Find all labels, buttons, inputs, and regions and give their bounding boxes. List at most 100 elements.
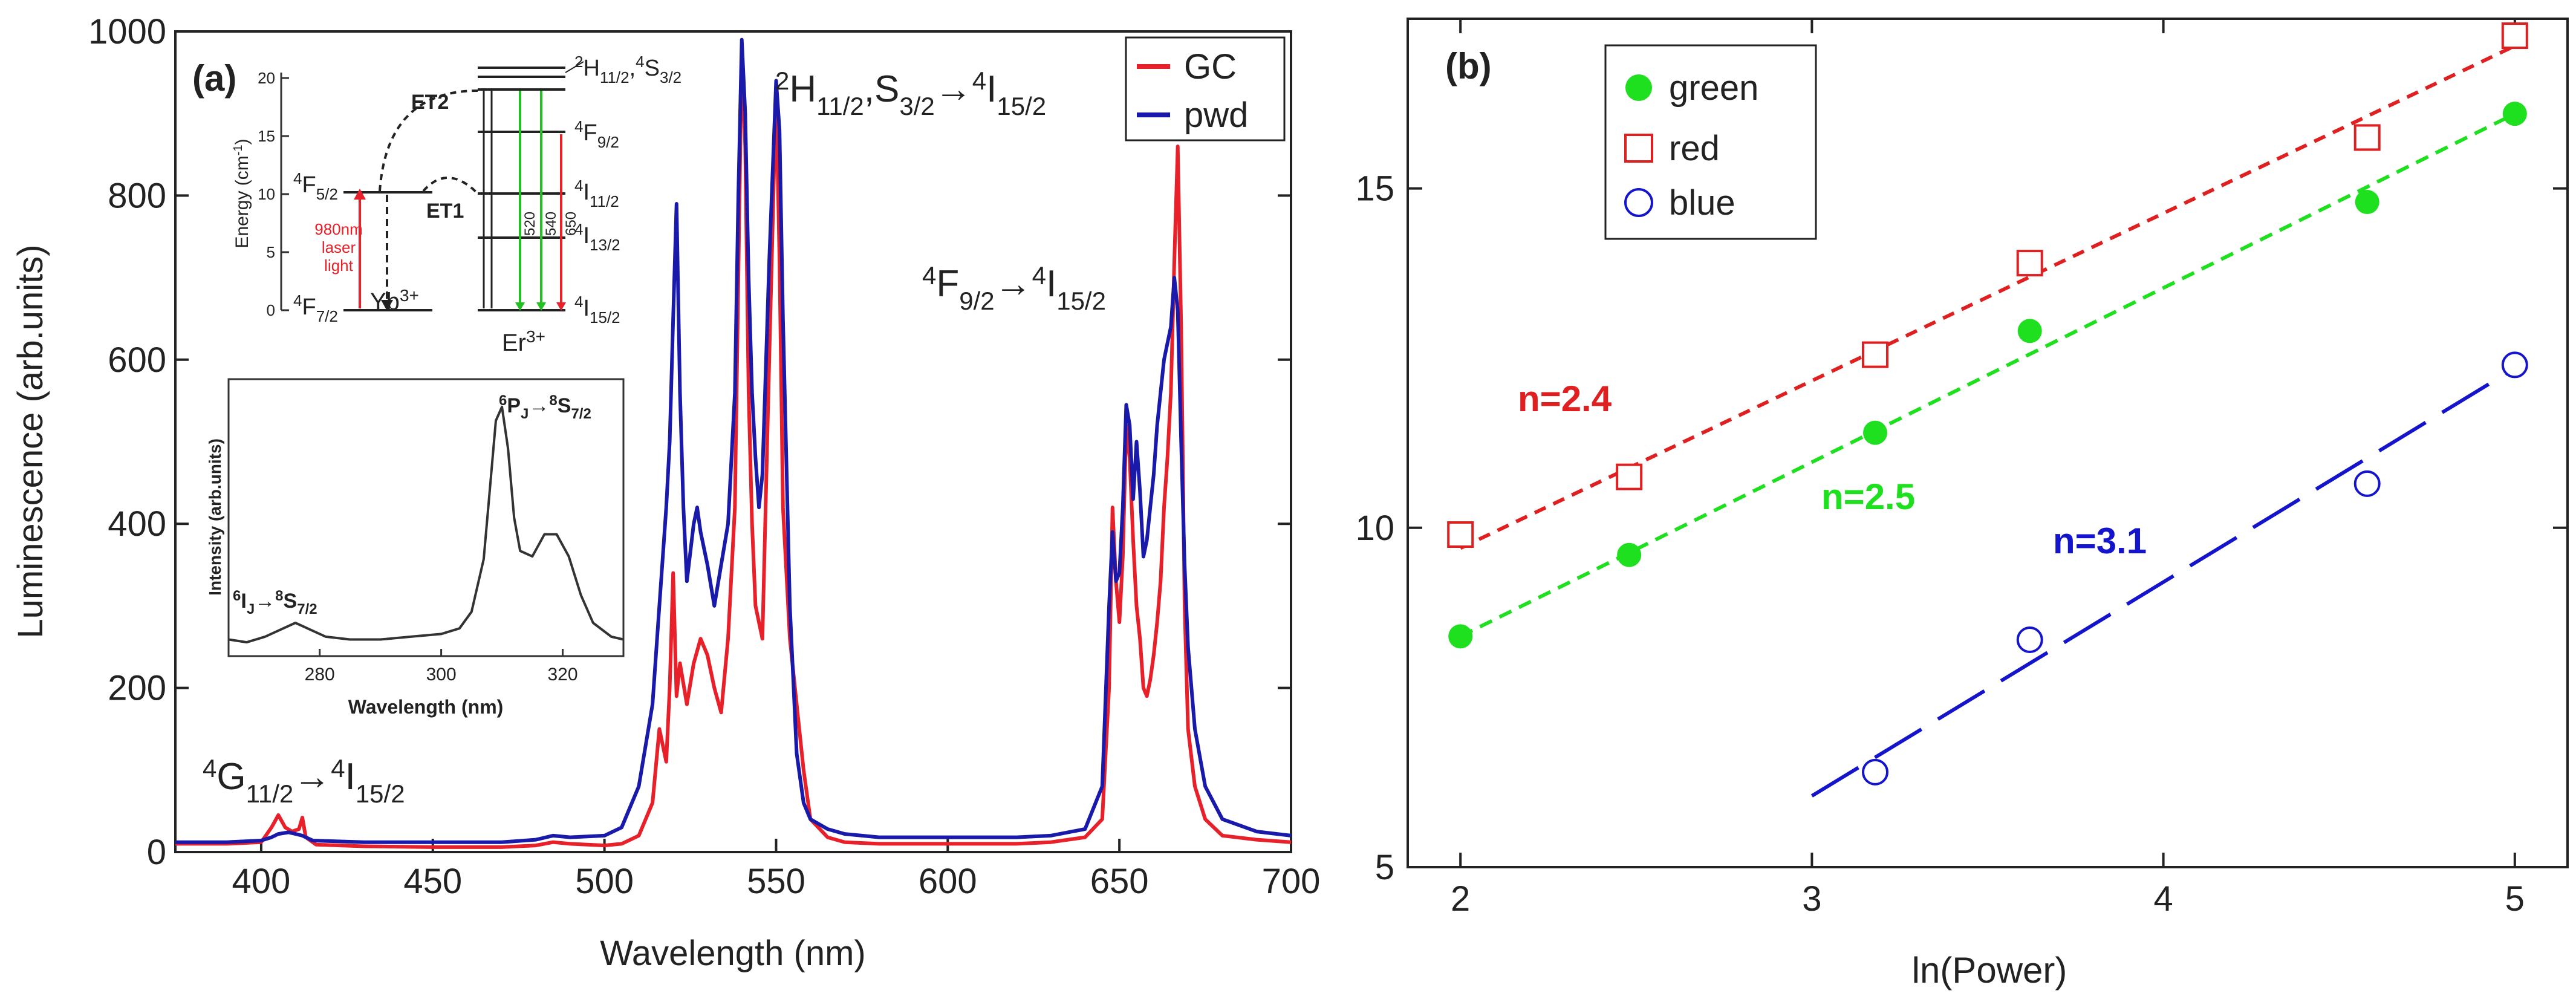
legend-blue-marker — [1624, 188, 1653, 217]
energy-level-inset: 0 5 10 15 20 Energy (cm-1) 4F5/2 4F7/2 Y… — [232, 53, 681, 356]
panel-b-x-tick-label: 3 — [1802, 879, 1821, 919]
panel-a-y-tick-label: 0 — [147, 833, 166, 872]
energy-tick-label-10: 10 — [258, 185, 275, 203]
et2-label: ET2 — [411, 91, 449, 114]
energy-axis-label: Energy (cm-1) — [232, 138, 252, 248]
gd-inset-frame — [227, 378, 625, 657]
slope-label-blue: n=3.1 — [2053, 521, 2147, 561]
annotation-4g-4i: 4G11/2→4I15/2 — [203, 754, 405, 808]
annotation-2h-4i: 2H11/2,S3/2→4I15/2 — [775, 67, 1046, 120]
er-emission-540-head — [536, 302, 546, 311]
panel-a-x-tick-label: 400 — [232, 862, 291, 901]
panel-b-x-tick-label: 2 — [1451, 879, 1470, 919]
panel-a-label: (a) — [192, 58, 236, 99]
gd-annotation-6i: 6IJ→8S7/2 — [233, 588, 317, 617]
er-wavelength-520: 520 — [522, 212, 538, 236]
annotation-4f-4i: 4F9/2→4I15/2 — [922, 261, 1106, 315]
panel-a-x-tick-label: 650 — [1090, 862, 1149, 901]
gd-inset-series — [228, 405, 624, 644]
panel-a-y-tick-label: 800 — [108, 176, 166, 215]
energy-tick-label-0: 0 — [267, 301, 275, 319]
gd-x-tick-label: 280 — [305, 665, 335, 685]
energy-tick-label-5: 5 — [267, 243, 275, 261]
panel-b-x-tick-label: 4 — [2153, 879, 2173, 919]
point-green — [1863, 420, 1888, 445]
gd-x-tick-label: 300 — [426, 665, 457, 685]
series-line-pwd — [175, 37, 1292, 844]
panel-b-series — [1447, 22, 2528, 798]
energy-tick-label-20: 20 — [258, 69, 275, 87]
point-red — [2501, 22, 2528, 50]
point-green — [2502, 102, 2527, 126]
yb-f72-label: 4F7/2 — [293, 291, 338, 325]
panel-a-x-label: Wavelength (nm) — [600, 934, 865, 973]
gd-inset-y-label: Intensity (arb.units) — [206, 438, 224, 596]
panel-a-x-tick-label: 700 — [1262, 862, 1321, 901]
et2-arrow — [379, 89, 478, 192]
energy-tick-labels: 0 5 10 15 20 — [258, 69, 275, 319]
legend-red-label: red — [1669, 129, 1720, 168]
slope-label-red: n=2.4 — [1518, 379, 1612, 419]
panel-b-x-label: ln(Power) — [1912, 950, 2067, 991]
legend-green-marker — [1625, 74, 1652, 101]
er-emission-650-head — [556, 302, 566, 311]
panel-b-y-tick-label: 10 — [1355, 509, 1394, 548]
point-blue — [2353, 470, 2381, 497]
point-red — [2353, 124, 2381, 151]
panel-a-y-tick-label: 1000 — [88, 12, 166, 51]
panel-a-x-tick-label: 550 — [747, 862, 805, 901]
panel-a-y-label: Luminescence (arb.units) — [11, 244, 50, 638]
er-emission-520-head — [515, 302, 525, 311]
point-blue — [2501, 351, 2528, 379]
point-green — [1448, 624, 1473, 649]
panel-a-y-tick-label: 200 — [108, 669, 166, 708]
er-wavelength-650: 650 — [563, 212, 579, 236]
gd-annotation-6p: 6PJ→8S7/2 — [499, 392, 591, 422]
er-h-label: 2H11/2,4S3/2 — [574, 53, 681, 86]
et1-arrow — [422, 177, 479, 195]
panel-a-legend: GC pwd — [1125, 36, 1286, 142]
panel-b-label: (b) — [1445, 46, 1492, 86]
er-i152-label: 4I15/2 — [574, 293, 620, 327]
er-wavelength-540: 540 — [543, 212, 559, 236]
er-ion-label: Er3+ — [502, 327, 545, 356]
slope-label-green: n=2.5 — [1821, 477, 1915, 517]
gd-series-line — [228, 405, 624, 644]
fit-line-blue — [1810, 366, 2516, 798]
laser-arrow-head — [354, 189, 366, 200]
legend-green-label: green — [1669, 68, 1758, 108]
panel-a-series — [175, 37, 1292, 849]
er-i132-label: 4I13/2 — [574, 220, 620, 254]
yb-f52-label: 4F5/2 — [293, 169, 338, 203]
point-green — [2355, 190, 2379, 215]
energy-axis-ticks — [281, 77, 289, 311]
gd-inset-x-ticks: 280 300 320 — [305, 649, 578, 685]
laser-label-2: laser — [322, 238, 356, 256]
point-red — [1862, 341, 1889, 368]
gd-x-tick-label: 320 — [548, 665, 578, 685]
decay-arrow-head — [381, 300, 393, 311]
panel-a-legend-box — [1125, 36, 1286, 142]
point-green — [2017, 319, 2042, 343]
point-green — [1617, 542, 1642, 567]
panel-b-legend: green red blue — [1604, 44, 1817, 240]
gd-inset-x-label: Wavelength (nm) — [348, 696, 504, 718]
er-f92-label: 4F9/2 — [574, 117, 619, 151]
panel-a-x-ticks: 400 450 500 550 600 650 700 — [232, 839, 1321, 901]
point-red — [2016, 250, 2043, 277]
gd-inset: 280 300 320 Wavelength (nm) Intensity (arb… — [206, 378, 625, 718]
panel-b-frame — [1407, 18, 2569, 868]
legend-gc-label: GC — [1184, 47, 1237, 86]
panel-b-y-ticks: 5 10 15 — [1355, 169, 2568, 887]
point-blue — [2016, 626, 2043, 653]
panel-b-y-tick-label: 5 — [1375, 848, 1394, 887]
laser-label-3: light — [324, 256, 353, 275]
er-i112-label: 4I11/2 — [574, 177, 619, 210]
energy-tick-label-15: 15 — [258, 127, 275, 145]
legend-blue-label: blue — [1669, 183, 1735, 223]
point-blue — [1862, 758, 1889, 786]
